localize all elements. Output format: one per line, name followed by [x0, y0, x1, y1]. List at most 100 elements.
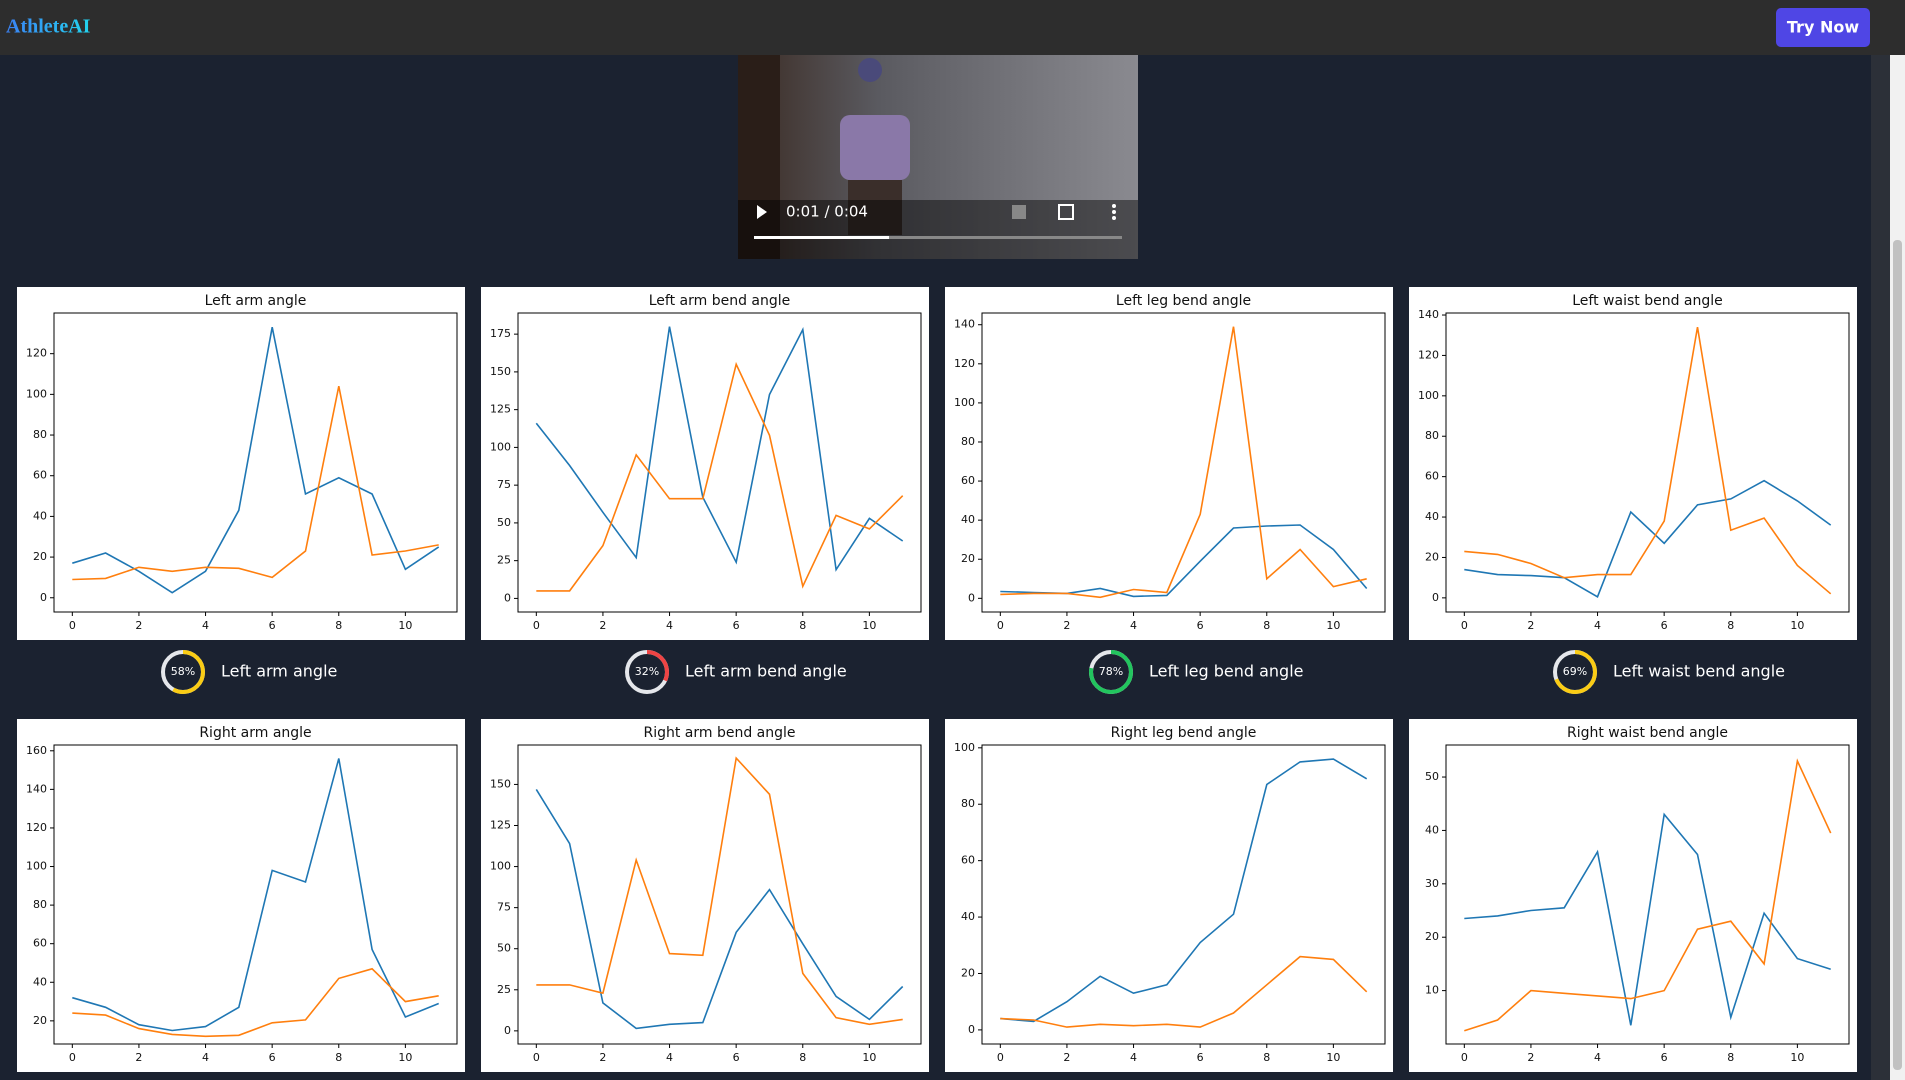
- y-tick-label: 160: [26, 744, 47, 757]
- score-percent: 32%: [635, 665, 659, 678]
- video-player[interactable]: 0:01 / 0:04: [738, 55, 1138, 259]
- x-tick-label: 8: [1263, 619, 1270, 632]
- x-tick-label: 6: [1661, 1051, 1668, 1064]
- y-tick-label: 60: [33, 937, 47, 950]
- menu-dot[interactable]: [1112, 204, 1116, 208]
- video-frame: [738, 55, 1138, 259]
- chart-card: [945, 287, 1393, 640]
- y-tick-label: 100: [490, 860, 511, 873]
- chart-title: Left leg bend angle: [1116, 293, 1251, 309]
- x-tick-label: 10: [1790, 619, 1804, 632]
- series-line: [1464, 479, 1832, 598]
- video-door: [738, 55, 780, 259]
- y-tick-label: 120: [26, 347, 47, 360]
- progress-track[interactable]: [754, 236, 1122, 239]
- progress-fill: [754, 236, 889, 239]
- y-tick-label: 10: [1425, 984, 1439, 997]
- series-line: [1000, 326, 1367, 599]
- x-tick-label: 2: [135, 619, 142, 632]
- x-tick-label: 2: [1527, 619, 1534, 632]
- x-tick-label: 10: [862, 619, 876, 632]
- x-tick-label: 0: [69, 1051, 76, 1064]
- y-tick-label: 100: [954, 396, 975, 409]
- y-tick-label: 60: [961, 474, 975, 487]
- score-ring: [625, 650, 669, 694]
- y-tick-label: 140: [26, 782, 47, 795]
- x-tick-label: 4: [1130, 1051, 1137, 1064]
- series-line: [1000, 758, 1368, 1023]
- x-tick-label: 0: [1461, 1051, 1468, 1064]
- chart-card: [481, 287, 929, 640]
- x-tick-label: 2: [1527, 1051, 1534, 1064]
- y-tick-label: 100: [954, 741, 975, 754]
- fullscreen-button[interactable]: [1058, 204, 1074, 220]
- y-tick-label: 100: [490, 440, 511, 453]
- score-ring: [1089, 650, 1133, 694]
- y-tick-label: 40: [961, 513, 975, 526]
- mute-button[interactable]: [1012, 205, 1026, 219]
- chart-title: Left arm bend angle: [649, 293, 791, 309]
- x-tick-label: 6: [269, 1051, 276, 1064]
- x-tick-label: 4: [202, 1051, 209, 1064]
- play-button[interactable]: [757, 205, 767, 219]
- series-line: [1000, 955, 1368, 1028]
- video-head: [858, 58, 882, 82]
- y-tick-label: 30: [1425, 877, 1439, 890]
- y-tick-label: 60: [961, 854, 975, 867]
- y-tick-label: 0: [504, 1024, 511, 1037]
- x-tick-label: 4: [1130, 619, 1137, 632]
- x-tick-label: 10: [398, 619, 412, 632]
- score-percent: 78%: [1099, 665, 1123, 678]
- series-line: [72, 386, 439, 581]
- series-line: [72, 758, 440, 1032]
- score-name: Left arm bend angle: [685, 662, 847, 681]
- x-tick-label: 8: [1727, 619, 1734, 632]
- plot-frame: [53, 312, 458, 613]
- x-tick-label: 10: [398, 1051, 412, 1064]
- plot-frame: [517, 312, 922, 613]
- score-ring: [1553, 650, 1597, 694]
- try-now-button[interactable]: [1776, 8, 1870, 47]
- x-tick-label: 6: [269, 619, 276, 632]
- chart-title: Right leg bend angle: [1111, 725, 1257, 741]
- video-time: 0:01 / 0:04: [786, 203, 868, 221]
- side-gutter: [1871, 0, 1890, 1080]
- x-tick-label: 8: [1727, 1051, 1734, 1064]
- header: [0, 0, 1905, 55]
- brand[interactable]: AthleteAI: [6, 16, 91, 38]
- y-tick-label: 120: [954, 357, 975, 370]
- y-tick-label: 125: [490, 819, 511, 832]
- y-tick-label: 150: [490, 365, 511, 378]
- y-tick-label: 40: [1425, 510, 1439, 523]
- x-tick-label: 0: [1461, 619, 1468, 632]
- try-now-label[interactable]: Try Now: [1787, 18, 1859, 37]
- x-tick-label: 0: [69, 619, 76, 632]
- y-tick-label: 40: [1425, 823, 1439, 836]
- y-tick-label: 20: [961, 966, 975, 979]
- x-tick-label: 4: [1594, 1051, 1601, 1064]
- x-tick-label: 8: [335, 619, 342, 632]
- x-tick-label: 10: [1326, 619, 1340, 632]
- y-tick-label: 50: [1425, 770, 1439, 783]
- y-tick-label: 0: [1432, 591, 1439, 604]
- x-tick-label: 6: [1197, 1051, 1204, 1064]
- y-tick-label: 120: [26, 821, 47, 834]
- x-tick-label: 4: [1594, 619, 1601, 632]
- series-line: [535, 788, 904, 1030]
- menu-dot[interactable]: [1112, 216, 1116, 220]
- scrollbar-thumb[interactable]: [1893, 240, 1902, 1070]
- series-line: [1464, 758, 1832, 1032]
- x-tick-label: 0: [533, 1051, 540, 1064]
- y-tick-label: 80: [961, 797, 975, 810]
- plot-frame: [981, 744, 1386, 1045]
- y-tick-label: 0: [968, 1023, 975, 1036]
- y-tick-label: 25: [497, 983, 511, 996]
- y-tick-label: 100: [26, 860, 47, 873]
- y-tick-label: 140: [954, 318, 975, 331]
- chart-title: Right arm bend angle: [643, 725, 795, 741]
- plot-frame: [1445, 744, 1850, 1045]
- x-tick-label: 4: [666, 619, 673, 632]
- menu-dot[interactable]: [1112, 210, 1116, 214]
- chart-card: [1409, 287, 1857, 640]
